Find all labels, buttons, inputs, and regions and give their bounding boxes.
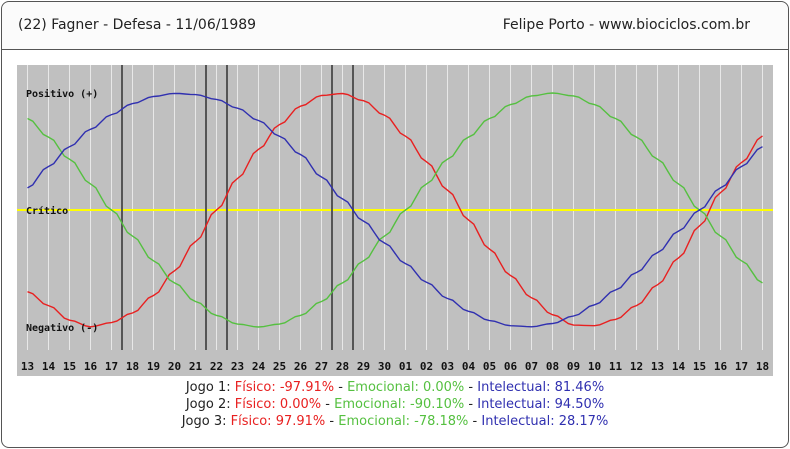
legend-emocional: Emocional: -78.18%	[338, 414, 469, 429]
x-tick-label: 10	[588, 360, 601, 373]
biorhythm-chart: Positivo (+) Crítico Negativo (-) 13 14 15 16 1…	[17, 65, 773, 376]
x-tick-label: 04	[462, 360, 476, 373]
x-tick-label: 30	[378, 360, 391, 373]
x-tick-label: 16	[84, 360, 98, 373]
y-label-positive: Positivo (+)	[26, 88, 98, 100]
legend-row-1: Jogo 1: Físico: -97.91% - Emocional: 0.0…	[0, 380, 790, 395]
x-tick-label: 01	[399, 360, 413, 373]
legend-separator: -	[472, 414, 478, 429]
legend-separator: -	[338, 380, 343, 395]
legend-intelectual: Intelectual: 94.50%	[477, 397, 605, 412]
legend-fisico: Físico: 0.00%	[234, 397, 322, 412]
legend-emocional: Emocional: -90.10%	[334, 397, 465, 412]
x-tick-label: 02	[420, 360, 433, 373]
legend-row-3: Jogo 3: Físico: 97.91% - Emocional: -78.…	[0, 414, 790, 429]
x-tick-label: 18	[126, 360, 139, 373]
legend-intelectual: Intelectual: 81.46%	[477, 380, 605, 395]
x-tick-label: 16	[714, 360, 728, 373]
x-tick-label: 06	[504, 360, 518, 373]
x-tick-label: 15	[693, 360, 706, 373]
x-tick-label: 22	[210, 360, 223, 373]
x-tick-label: 13	[651, 360, 664, 373]
legend-fisico: Físico: 97.91%	[230, 414, 326, 429]
plot-background	[17, 65, 773, 376]
x-tick-label: 15	[63, 360, 76, 373]
x-tick-label: 14	[42, 360, 56, 373]
y-label-critical: Crítico	[26, 205, 68, 217]
x-tick-label: 03	[441, 360, 454, 373]
legend-label: Jogo 3:	[181, 414, 227, 429]
x-tick-label: 21	[189, 360, 203, 373]
legend-separator: -	[325, 397, 330, 412]
x-tick-label: 18	[756, 360, 769, 373]
x-tick-label: 29	[357, 360, 370, 373]
x-tick-label: 08	[546, 360, 559, 373]
legend-fisico: Físico: -97.91%	[234, 380, 335, 395]
header-bar: (22) Fagner - Defesa - 11/06/1989 Felipe…	[2, 2, 788, 50]
series-line-intelectual	[27, 92, 763, 328]
series-line-emocional	[27, 92, 763, 328]
x-tick-label: 13	[21, 360, 34, 373]
x-tick-label: 19	[147, 360, 160, 373]
x-tick-label: 17	[105, 360, 118, 373]
legend-emocional: Emocional: 0.00%	[347, 380, 465, 395]
x-tick-label: 25	[273, 360, 286, 373]
x-tick-label: 20	[168, 360, 181, 373]
x-tick-label: 14	[672, 360, 686, 373]
legend-intelectual: Intelectual: 28.17%	[481, 414, 609, 429]
legend-label: Jogo 1:	[185, 380, 231, 395]
legend-separator: -	[468, 397, 474, 412]
legend-row-2: Jogo 2: Físico: 0.00% - Emocional: -90.1…	[0, 397, 790, 412]
x-tick-label: 28	[336, 360, 349, 373]
legend-label: Jogo 2:	[185, 397, 231, 412]
series-line-fisico	[27, 92, 763, 328]
legend-separator: -	[468, 380, 474, 395]
x-tick-label: 07	[525, 360, 538, 373]
y-label-negative: Negativo (-)	[26, 322, 98, 334]
player-title: (22) Fagner - Defesa - 11/06/1989	[18, 17, 257, 33]
x-tick-label: 27	[315, 360, 328, 373]
x-tick-label: 24	[252, 360, 266, 373]
x-tick-label: 23	[231, 360, 244, 373]
x-tick-label: 12	[630, 360, 643, 373]
legend-separator: -	[329, 414, 335, 429]
x-tick-label: 17	[735, 360, 748, 373]
x-tick-label: 05	[483, 360, 496, 373]
x-tick-label: 09	[567, 360, 580, 373]
site-credit: Felipe Porto - www.biociclos.com.br	[502, 17, 750, 33]
x-tick-label: 26	[294, 360, 308, 373]
x-tick-label: 11	[609, 360, 623, 373]
